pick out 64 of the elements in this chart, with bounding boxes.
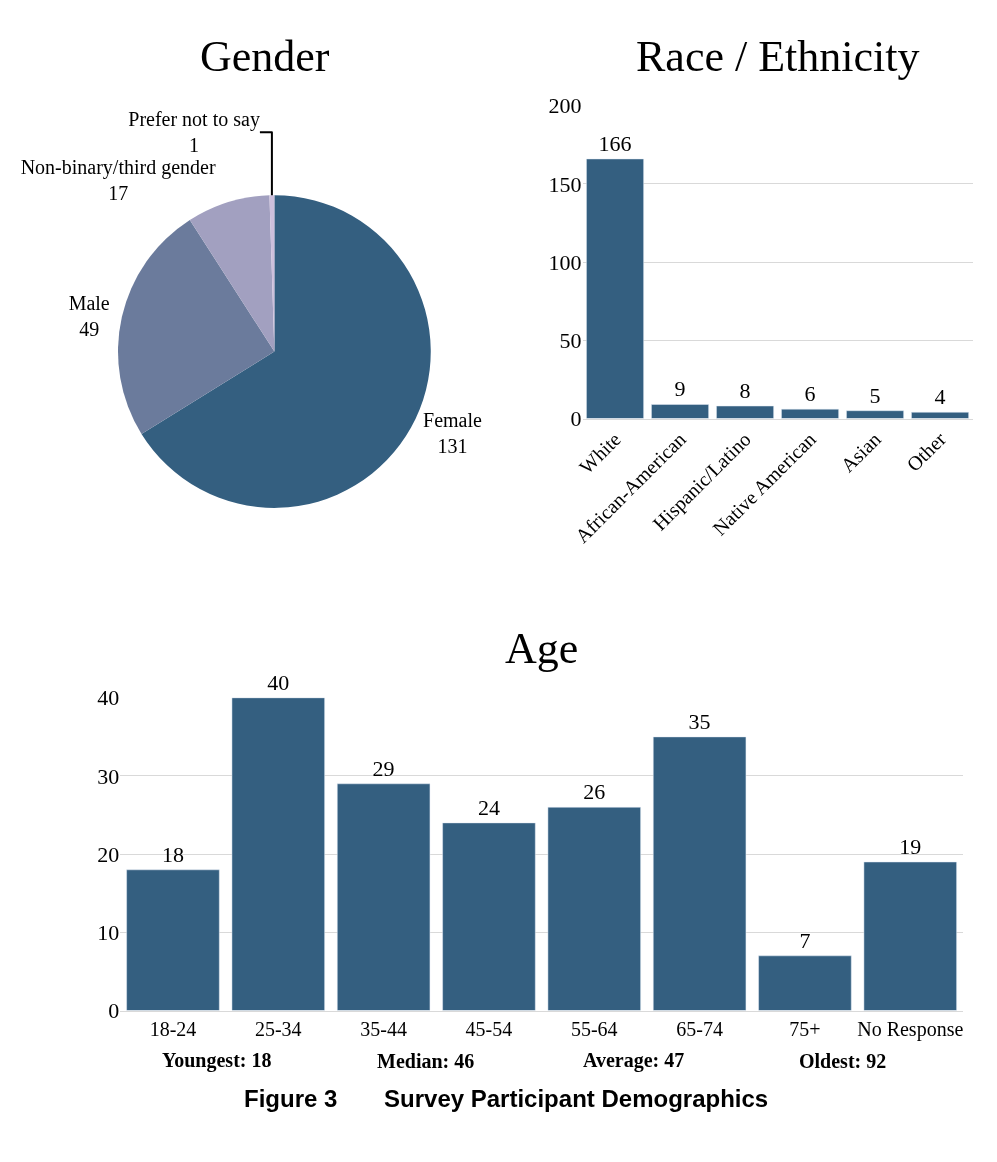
text: Average: 47	[583, 1049, 685, 1072]
data-label: 19	[899, 833, 922, 859]
y-tick-label: 50	[559, 328, 582, 354]
pie-slice	[189, 195, 275, 352]
data-label: 24	[477, 794, 500, 820]
y-tick-label: 0	[108, 998, 120, 1024]
x-tick-label: 18-24	[149, 1017, 197, 1040]
data-label: 49	[79, 317, 100, 340]
y-tick-label: 10	[97, 920, 120, 946]
bar	[911, 412, 969, 419]
x-tick-label: 55-64	[570, 1017, 618, 1040]
bar	[126, 869, 220, 1011]
x-tick-label: 35-44	[360, 1017, 407, 1040]
bar	[863, 861, 957, 1011]
x-tick-label: 75+	[789, 1017, 821, 1040]
slice-label: Male	[68, 291, 110, 314]
text: Median: 46	[377, 1050, 475, 1072]
data-label: 166	[598, 130, 632, 156]
chart-title: Race / Ethnicity	[636, 32, 920, 81]
slice-label: Non-binary/third gender	[20, 156, 216, 180]
x-tick-label: 45-54	[465, 1017, 513, 1040]
bar	[586, 158, 644, 419]
data-label: 18	[161, 841, 184, 867]
bar	[337, 783, 431, 1011]
chart-title: Age	[505, 624, 579, 673]
text: Youngest: 18	[162, 1049, 272, 1072]
slice-label: Female	[423, 409, 483, 432]
y-tick-label: 40	[97, 685, 120, 711]
text: Oldest: 92	[799, 1050, 887, 1072]
data-label: 40	[267, 669, 290, 695]
y-tick-label: 30	[97, 763, 120, 789]
x-tick-label: 25-34	[254, 1017, 302, 1040]
data-label: 7	[799, 927, 811, 953]
caption: Figure 3 Survey Participant Demographics	[244, 1085, 769, 1112]
data-label: 26	[583, 779, 606, 805]
y-tick-label: 200	[548, 93, 582, 119]
bar	[716, 405, 774, 419]
bar	[846, 410, 904, 419]
data-label: 5	[869, 382, 881, 408]
data-label: 9	[674, 376, 686, 402]
data-label: 6	[804, 381, 816, 407]
y-tick-label: 0	[570, 406, 582, 432]
data-label: 17	[108, 182, 129, 205]
data-label: 35	[688, 708, 711, 734]
x-tick-label: 65-74	[676, 1017, 723, 1040]
x-tick-label: No Response	[857, 1017, 964, 1041]
slice-label: Prefer not to say	[128, 108, 260, 132]
pie-slice	[118, 219, 275, 434]
bar	[758, 955, 852, 1011]
bar	[231, 697, 325, 1011]
chart-title: Gender	[200, 32, 330, 81]
data-label: 29	[372, 755, 395, 781]
bar	[651, 404, 709, 419]
bar	[547, 807, 641, 1011]
y-tick-label: 100	[548, 249, 582, 275]
data-label: 1	[189, 134, 200, 157]
data-label: 4	[934, 384, 946, 410]
bar	[442, 822, 536, 1011]
data-label: 8	[739, 378, 751, 404]
data-label: 131	[437, 435, 468, 458]
bar	[781, 408, 839, 419]
bar	[653, 736, 747, 1011]
y-tick-label: 150	[548, 171, 582, 197]
y-tick-label: 20	[97, 841, 120, 867]
